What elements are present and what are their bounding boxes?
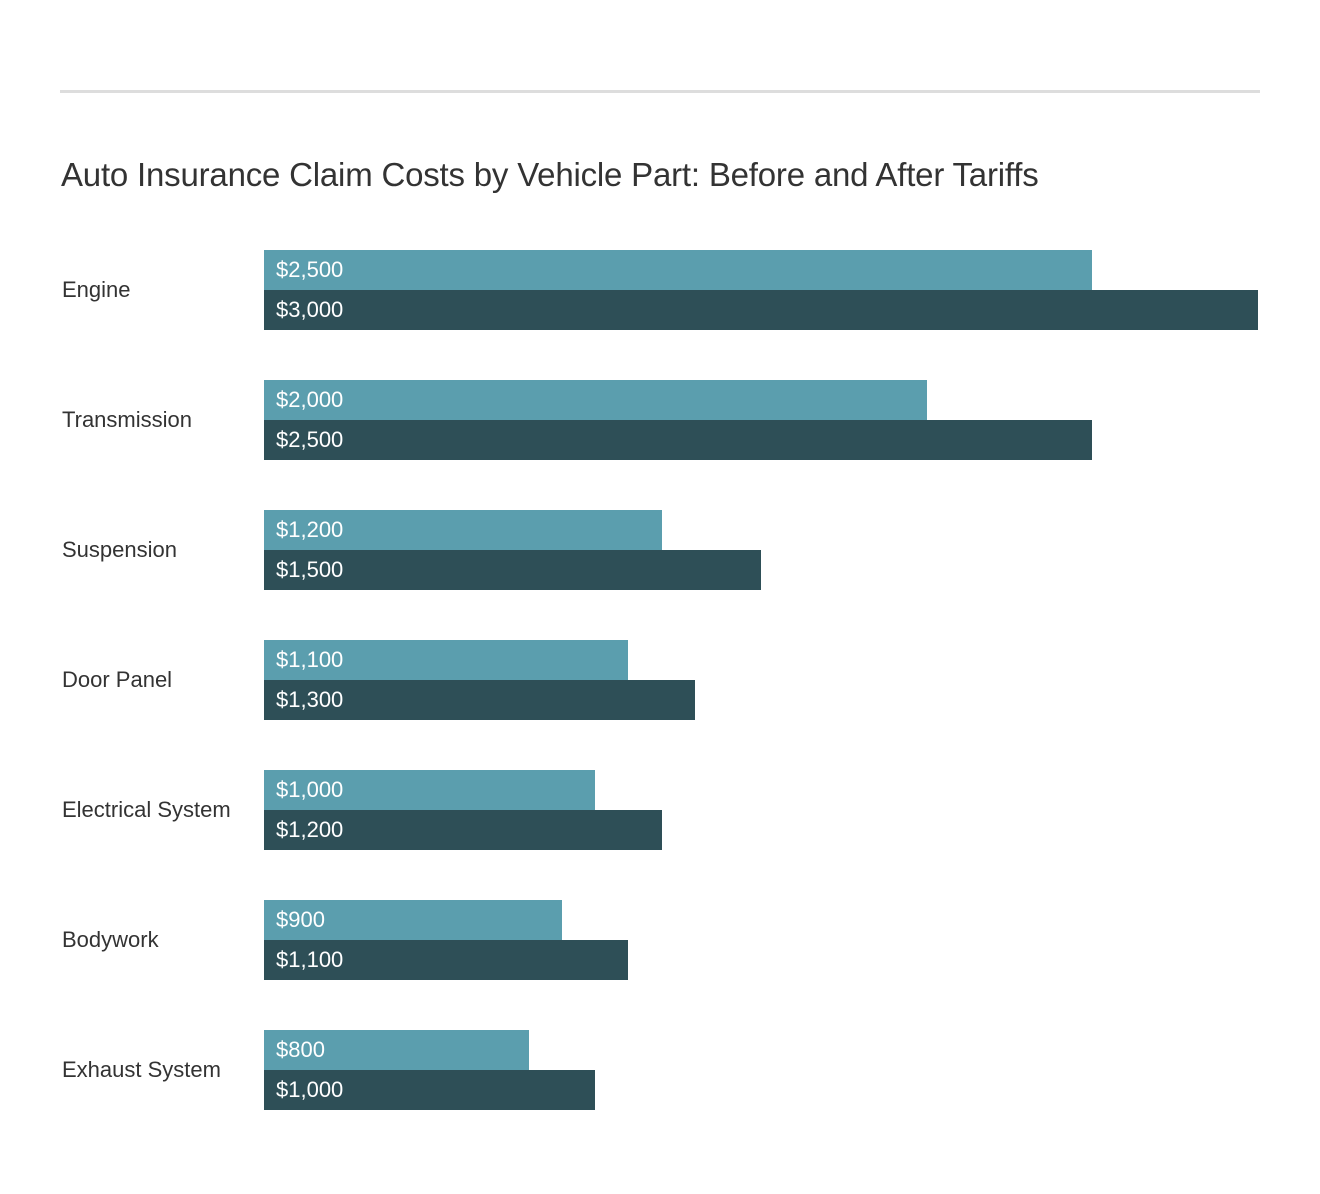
category-label: Engine [62,277,131,302]
bar-series-1: $800 [264,1030,530,1070]
bar-series-1: $1,200 [264,510,662,550]
bar-series-2: $3,000 [264,290,1258,330]
data-label: $1,200 [276,517,344,542]
data-label: $1,000 [276,777,344,802]
bar-series-1: $1,000 [264,770,596,810]
category-label: Electrical System [62,797,231,822]
data-label: $800 [276,1037,325,1062]
data-label: $1,200 [276,817,344,842]
chart-title: Auto Insurance Claim Costs by Vehicle Pa… [61,156,1039,193]
category-label: Exhaust System [62,1057,221,1082]
data-label: $3,000 [276,297,344,322]
data-label: $1,100 [276,947,344,972]
bar-series-2: $1,300 [264,680,695,720]
data-label: $1,300 [276,687,344,712]
top-divider [60,90,1260,93]
category-label: Suspension [62,537,177,562]
data-label: $1,000 [276,1077,344,1102]
data-label: $2,500 [276,257,344,282]
bar-series-2: $1,100 [264,940,629,980]
bar-series-1: $1,100 [264,640,629,680]
bar-series-1: $900 [264,900,563,940]
bar-series-2: $1,500 [264,550,761,590]
data-label: $900 [276,907,325,932]
data-label: $1,500 [276,557,344,582]
bar-series-1: $2,500 [264,250,1093,290]
category-label: Door Panel [62,667,173,692]
bar-series-2: $1,000 [264,1070,596,1110]
bar-series-1: $2,000 [264,380,927,420]
bar-series-2: $1,200 [264,810,662,850]
data-label: $2,000 [276,387,344,412]
data-label: $2,500 [276,427,344,452]
data-label: $1,100 [276,647,344,672]
category-label: Bodywork [62,927,159,952]
bar-series-2: $2,500 [264,420,1093,460]
category-label: Transmission [62,407,192,432]
